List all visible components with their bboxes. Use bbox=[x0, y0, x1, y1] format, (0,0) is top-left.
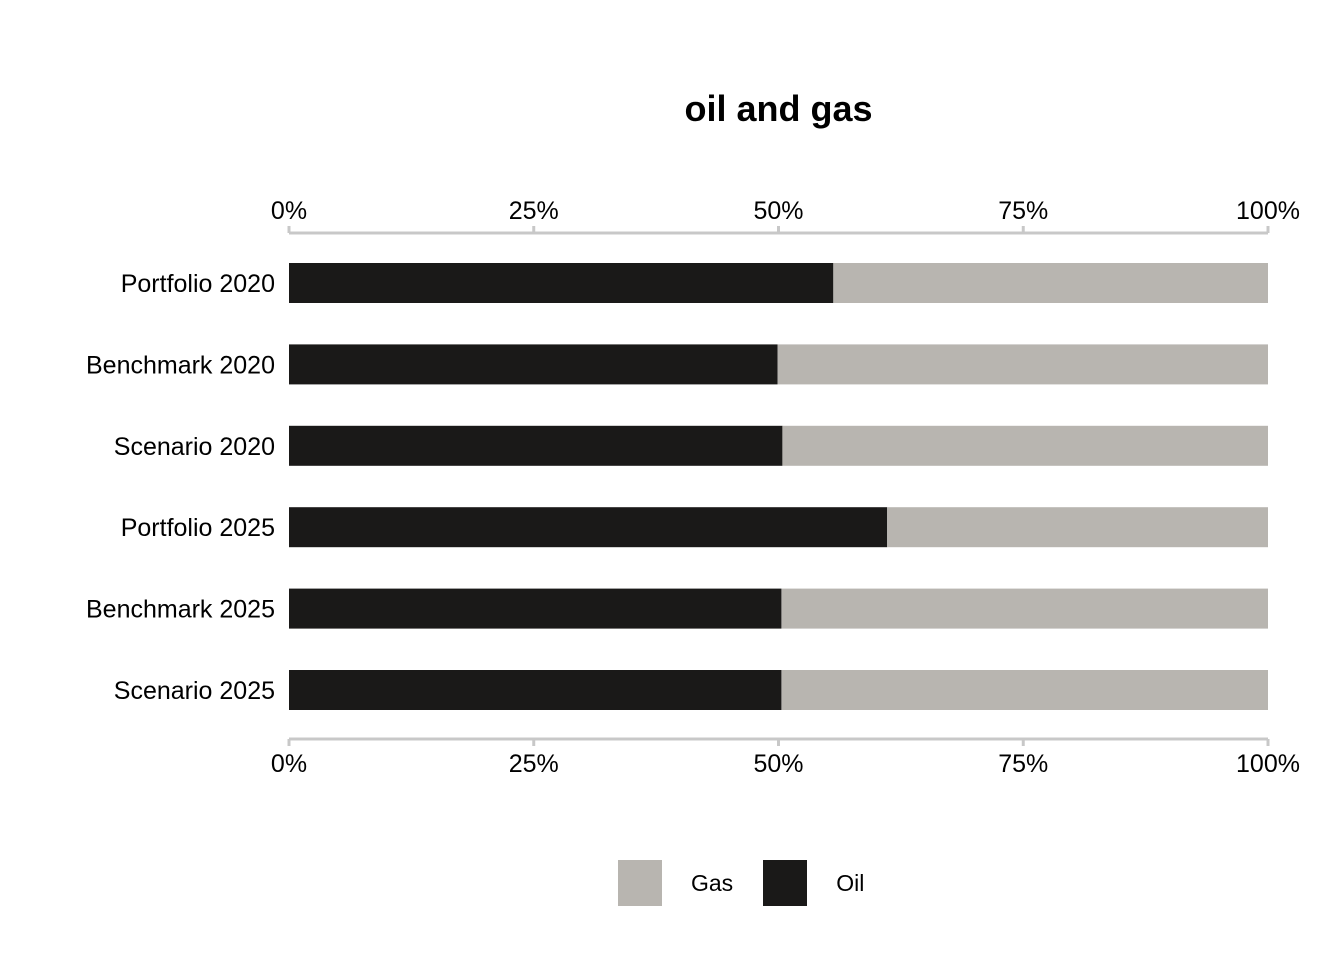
x-tick-label: 100% bbox=[1236, 197, 1300, 225]
category-label: Scenario 2025 bbox=[114, 677, 275, 705]
legend-swatch bbox=[618, 860, 662, 906]
bar-gas bbox=[782, 425, 1268, 466]
x-tick-label: 25% bbox=[509, 750, 559, 778]
x-tick-label: 50% bbox=[753, 750, 803, 778]
legend-swatch bbox=[763, 860, 808, 906]
bar-oil bbox=[289, 263, 834, 303]
legend-item-gas: Gas bbox=[618, 860, 763, 906]
x-tick-label: 75% bbox=[998, 750, 1048, 778]
bar-oil bbox=[289, 425, 783, 466]
legend-item-oil: Oil bbox=[763, 860, 894, 906]
bar-oil bbox=[289, 588, 782, 629]
x-tick-label: 50% bbox=[753, 197, 803, 225]
bar-gas bbox=[833, 263, 1268, 303]
bar-gas bbox=[781, 588, 1268, 629]
x-tick-label: 0% bbox=[271, 750, 307, 778]
category-label: Scenario 2020 bbox=[114, 433, 275, 461]
x-tick-label: 75% bbox=[998, 197, 1048, 225]
x-tick-label: 0% bbox=[271, 197, 307, 225]
legend-label: Gas bbox=[691, 869, 734, 896]
chart-title: oil and gas bbox=[684, 88, 873, 129]
bar-gas bbox=[777, 344, 1268, 385]
category-label: Benchmark 2020 bbox=[86, 351, 275, 379]
x-tick-label: 25% bbox=[509, 197, 559, 225]
category-label: Benchmark 2025 bbox=[86, 596, 275, 624]
legend-label: Oil bbox=[836, 869, 865, 896]
legend: Gas Oil bbox=[618, 860, 894, 906]
category-label: Portfolio 2025 bbox=[121, 514, 275, 542]
x-tick-label: 100% bbox=[1236, 750, 1300, 778]
bar-gas bbox=[887, 507, 1268, 548]
bar-oil bbox=[289, 670, 782, 710]
bar-gas bbox=[781, 670, 1268, 710]
bar-oil bbox=[289, 507, 888, 548]
bar-oil bbox=[289, 344, 778, 385]
category-label: Portfolio 2020 bbox=[121, 270, 275, 298]
